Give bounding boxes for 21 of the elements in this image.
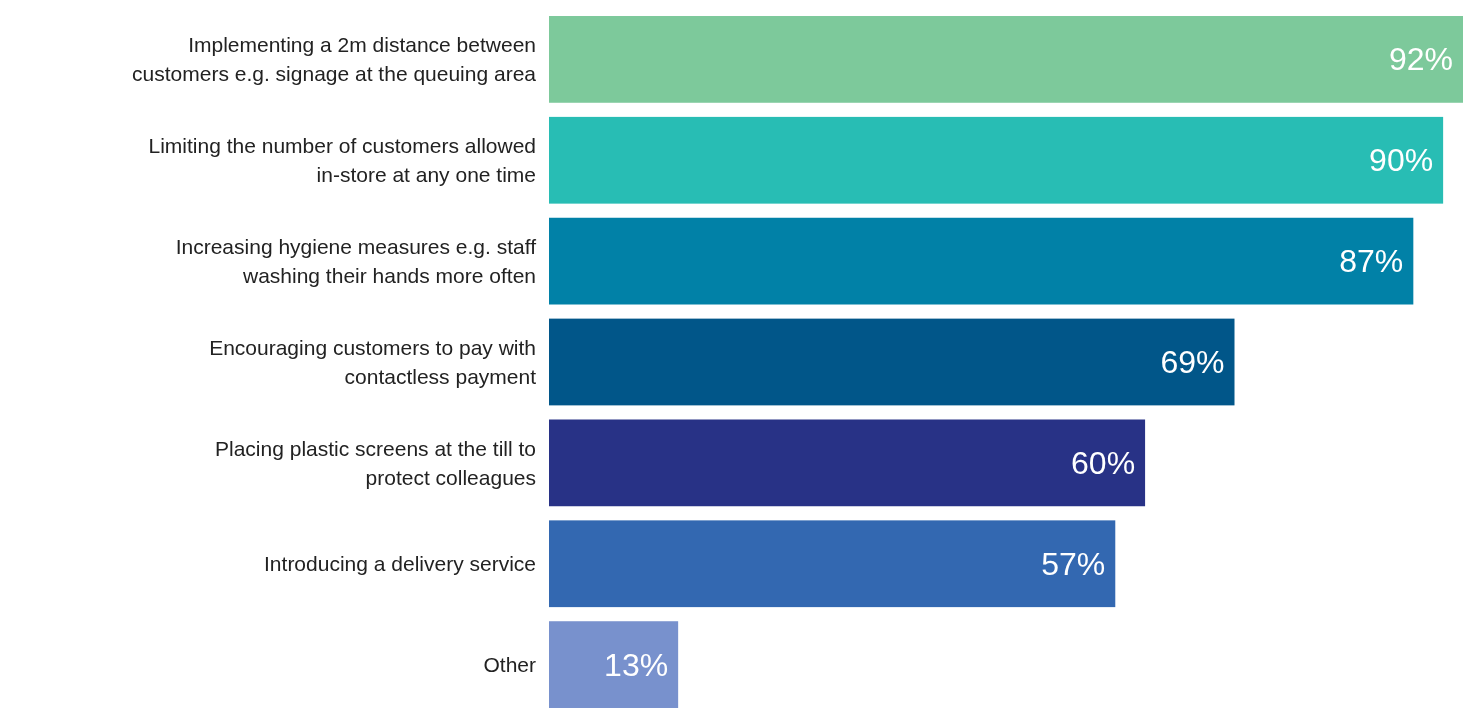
bar	[549, 419, 1146, 507]
bar	[549, 520, 1116, 608]
bar	[549, 16, 1463, 103]
y-tick-label: Other	[483, 653, 536, 677]
y-tick-label: Implementing a 2m distance between customers e.g. signage at the queuing area	[132, 33, 537, 86]
bar	[549, 318, 1235, 406]
data-label: 92%	[1388, 41, 1453, 78]
y-tick-label: Introducing a delivery service	[264, 552, 536, 576]
data-label: 60%	[1071, 444, 1136, 481]
y-tick-label: Limiting the number of customers allowed in-store at any one time	[148, 134, 536, 187]
bar	[549, 116, 1444, 204]
y-tick-label: Placing plastic screens at the till to protect colleagues	[215, 436, 536, 489]
data-label: 57%	[1041, 545, 1106, 582]
data-label: 13%	[604, 646, 669, 683]
data-label: 69%	[1160, 344, 1225, 380]
data-label: 87%	[1339, 243, 1404, 280]
bar	[549, 621, 679, 708]
bar	[549, 217, 1414, 305]
y-tick-label: Increasing hygiene measures e.g. staff washing their hands more often	[175, 235, 537, 288]
y-tick-label: Encouraging customers to pay with contactless payment	[209, 336, 537, 388]
data-label: 90%	[1369, 142, 1434, 179]
